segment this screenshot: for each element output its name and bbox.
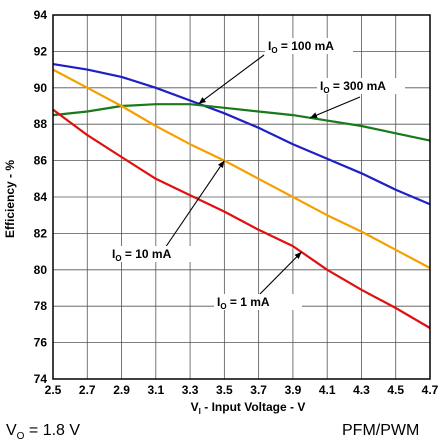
annotation-arrow [309,96,361,119]
x-tick-label: 2.9 [113,383,130,397]
x-tick-label: 3.1 [147,383,164,397]
mode-note: PFM/PWM [342,422,420,439]
y-tick-label: 88 [34,117,48,131]
y-tick-label: 78 [34,299,48,313]
series-line [52,103,431,142]
y-tick-label: 82 [34,226,48,240]
annotation-background [109,246,197,262]
x-axis-title: VI - Input Voltage - V [191,400,306,416]
tick-labels: 2.5 2.7 2.9 3.1 3.3 3.5 3.7 3.9 4.1 4.3 4.5 4.7 74 76… [34,8,439,397]
annotations: IO = 100 mA IO = 300 mA IO = 10 mA IO = 1 m… [109,38,405,311]
x-tick-label: 4.3 [353,383,370,397]
y-tick-label: 86 [34,154,48,168]
y-tick-label: 76 [34,336,48,350]
output-voltage-note: VO = 1.8 V [6,422,81,443]
annotation-background [317,78,405,94]
grid [52,14,431,380]
x-tick-label: 2.5 [45,383,62,397]
series-line [52,68,431,269]
annotation-arrow [164,160,225,249]
series-annotation-label: IO = 10 mA [112,247,172,263]
y-tick-label: 94 [34,8,48,22]
plot-frame [52,14,431,380]
series-annotation-label: IO = 1 mA [217,295,270,311]
series-line [52,63,431,206]
annotation-background [265,38,353,54]
y-tick-label: 90 [34,81,48,95]
x-tick-label: 3.5 [216,383,233,397]
efficiency-chart: IO = 100 mA IO = 300 mA IO = 10 mA IO = 1 m… [3,8,439,416]
x-tick-label: 4.5 [387,383,404,397]
annotation-background [214,294,302,310]
x-tick-label: 3.7 [250,383,267,397]
y-tick-label: 92 [34,44,48,58]
x-tick-label: 2.7 [79,383,96,397]
y-tick-label: 84 [34,190,48,204]
series-line [52,108,431,329]
series-lines [52,63,431,329]
series-annotation-label: IO = 300 mA [320,79,386,95]
x-tick-label: 3.9 [285,383,302,397]
annotation-arrow [257,251,302,297]
x-tick-label: 4.7 [422,383,439,397]
y-tick-label: 80 [34,263,48,277]
y-axis-title: Efficiency - % [3,160,17,238]
x-tick-label: 3.3 [182,383,199,397]
y-tick-label: 74 [34,372,48,386]
annotation-arrow [198,54,265,105]
x-tick-label: 4.1 [319,383,336,397]
series-annotation-label: IO = 100 mA [268,39,334,55]
